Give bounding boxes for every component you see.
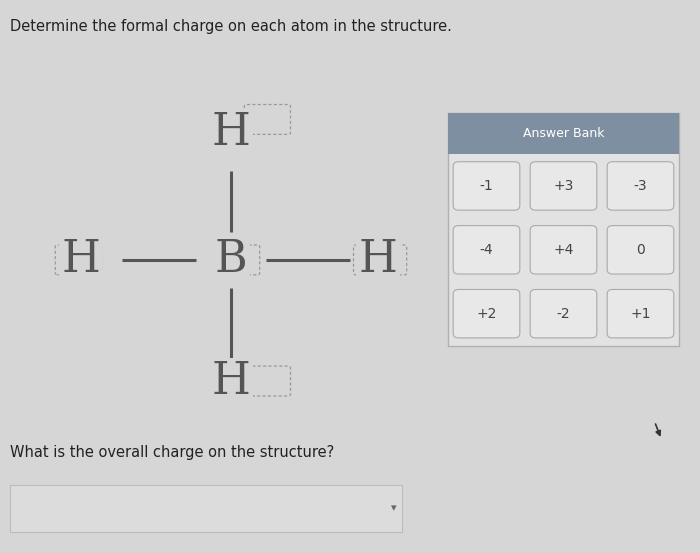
Text: -1: -1 xyxy=(480,179,494,193)
Text: H: H xyxy=(358,238,398,281)
Text: What is the overall charge on the structure?: What is the overall charge on the struct… xyxy=(10,445,334,460)
FancyBboxPatch shape xyxy=(448,113,679,346)
FancyBboxPatch shape xyxy=(453,161,520,210)
FancyBboxPatch shape xyxy=(530,289,597,338)
Text: +3: +3 xyxy=(553,179,574,193)
Text: Answer Bank: Answer Bank xyxy=(523,127,604,140)
FancyBboxPatch shape xyxy=(453,289,520,338)
Text: Determine the formal charge on each atom in the structure.: Determine the formal charge on each atom… xyxy=(10,19,452,34)
Text: ▾: ▾ xyxy=(391,503,396,514)
Text: +1: +1 xyxy=(630,307,651,321)
Text: H: H xyxy=(61,238,100,281)
Text: B: B xyxy=(215,238,247,281)
Text: -4: -4 xyxy=(480,243,494,257)
FancyBboxPatch shape xyxy=(607,289,674,338)
FancyBboxPatch shape xyxy=(607,161,674,210)
Text: +4: +4 xyxy=(553,243,574,257)
Text: 0: 0 xyxy=(636,243,645,257)
Text: H: H xyxy=(211,111,251,154)
FancyBboxPatch shape xyxy=(607,226,674,274)
FancyBboxPatch shape xyxy=(530,161,597,210)
Text: -2: -2 xyxy=(556,307,570,321)
Text: +2: +2 xyxy=(476,307,497,321)
Text: H: H xyxy=(211,360,251,403)
FancyBboxPatch shape xyxy=(448,113,679,154)
FancyBboxPatch shape xyxy=(530,226,597,274)
FancyBboxPatch shape xyxy=(10,485,402,532)
Text: -3: -3 xyxy=(634,179,648,193)
FancyBboxPatch shape xyxy=(453,226,520,274)
